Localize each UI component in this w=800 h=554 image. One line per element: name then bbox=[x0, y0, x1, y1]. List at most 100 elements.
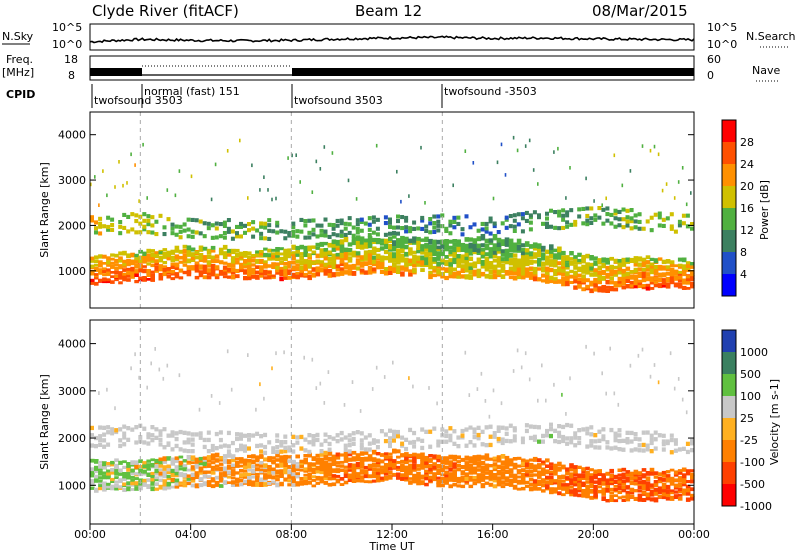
heat-cell bbox=[291, 229, 296, 234]
heat-cell bbox=[480, 234, 486, 241]
heat-cell bbox=[597, 481, 602, 485]
heat-cell bbox=[255, 258, 260, 264]
heat-cell bbox=[202, 221, 207, 226]
heat-cell bbox=[222, 466, 228, 472]
heat-cell bbox=[295, 474, 300, 479]
heat-cell bbox=[214, 464, 220, 468]
heat-cell bbox=[500, 267, 506, 273]
heat-cell bbox=[194, 255, 200, 260]
heat-cell bbox=[565, 196, 567, 200]
heat-cell bbox=[464, 237, 470, 242]
heat-cell bbox=[206, 226, 211, 231]
heat-cell bbox=[214, 259, 220, 263]
heat-cell bbox=[271, 253, 276, 259]
heat-cell bbox=[460, 254, 466, 260]
heat-cell bbox=[420, 218, 425, 223]
heat-cell bbox=[299, 265, 304, 270]
heat-cell bbox=[388, 428, 392, 433]
heat-cell bbox=[581, 254, 586, 260]
heat-cell bbox=[492, 273, 498, 280]
heat-cell bbox=[484, 243, 490, 248]
heat-cell bbox=[657, 472, 663, 477]
heat-cell bbox=[243, 444, 247, 449]
heat-cell bbox=[331, 253, 337, 257]
heat-cell bbox=[142, 440, 147, 445]
heat-cell bbox=[537, 470, 542, 476]
heat-cell bbox=[404, 215, 409, 220]
heat-cell bbox=[190, 252, 196, 257]
heat-cell bbox=[677, 263, 683, 267]
heat-cell bbox=[319, 451, 325, 457]
heat-cell bbox=[641, 442, 646, 448]
heat-cell bbox=[243, 265, 248, 269]
heat-cell bbox=[396, 429, 400, 435]
heat-cell bbox=[218, 247, 224, 252]
velocity-colorbar-tick: -100 bbox=[740, 456, 765, 469]
heat-cell bbox=[528, 424, 533, 429]
heat-cell bbox=[122, 435, 127, 440]
heat-cell bbox=[247, 196, 249, 200]
heat-cell bbox=[323, 464, 329, 469]
noise-right-tick-top: 10^5 bbox=[707, 21, 737, 34]
heat-cell bbox=[307, 245, 312, 249]
heat-cell bbox=[420, 246, 425, 252]
heat-cell bbox=[295, 266, 300, 271]
heat-cell bbox=[287, 479, 292, 483]
heat-cell bbox=[118, 220, 123, 225]
heat-cell bbox=[436, 458, 441, 463]
heat-cell bbox=[146, 196, 148, 200]
heat-cell bbox=[206, 481, 212, 487]
heat-cell bbox=[299, 217, 304, 222]
heat-cell bbox=[343, 236, 349, 243]
heat-cell bbox=[247, 454, 252, 458]
heat-cell bbox=[222, 223, 227, 228]
heat-cell bbox=[476, 257, 482, 265]
heat-cell bbox=[198, 431, 203, 436]
heat-cell bbox=[307, 274, 312, 281]
heat-cell bbox=[226, 430, 231, 436]
heat-cell bbox=[230, 454, 236, 459]
heat-cell bbox=[412, 430, 417, 436]
heat-cell bbox=[126, 474, 131, 478]
heat-cell bbox=[263, 432, 268, 438]
heat-cell bbox=[194, 457, 200, 461]
colorbar-swatch bbox=[722, 252, 736, 274]
heat-cell bbox=[440, 274, 445, 279]
heat-cell bbox=[295, 435, 300, 440]
heat-cell bbox=[661, 470, 667, 475]
heat-cell bbox=[247, 353, 249, 357]
heat-cell bbox=[202, 456, 208, 460]
heat-cell bbox=[581, 467, 586, 472]
heat-cell bbox=[677, 270, 683, 274]
heat-cell bbox=[331, 223, 336, 228]
heat-cell bbox=[206, 271, 212, 275]
heat-cell bbox=[476, 425, 481, 430]
heat-cell bbox=[617, 267, 623, 272]
heat-cell bbox=[681, 221, 686, 226]
heat-cell bbox=[335, 255, 341, 260]
heat-cell bbox=[553, 463, 558, 467]
heat-cell bbox=[581, 473, 586, 479]
heat-cell bbox=[569, 489, 574, 494]
heat-cell bbox=[649, 269, 655, 275]
heat-cell bbox=[174, 474, 180, 478]
noise-right-label: N.Search bbox=[746, 30, 796, 43]
heat-cell bbox=[629, 274, 635, 280]
heat-cell bbox=[222, 454, 228, 459]
heat-cell bbox=[661, 488, 667, 493]
heat-cell bbox=[150, 438, 155, 443]
heat-cell bbox=[271, 274, 276, 278]
heat-cell bbox=[375, 452, 381, 456]
heat-cell bbox=[440, 243, 445, 250]
heat-cell bbox=[319, 469, 325, 475]
heat-cell bbox=[557, 255, 562, 260]
heat-cell bbox=[379, 264, 385, 269]
heat-cell bbox=[263, 396, 265, 401]
heat-cell bbox=[593, 260, 598, 266]
heat-cell bbox=[585, 267, 590, 273]
heat-cell bbox=[138, 276, 143, 280]
heat-cell bbox=[162, 376, 165, 381]
heat-cell bbox=[90, 443, 94, 448]
heat-cell bbox=[90, 260, 95, 263]
heat-cell bbox=[532, 260, 538, 264]
